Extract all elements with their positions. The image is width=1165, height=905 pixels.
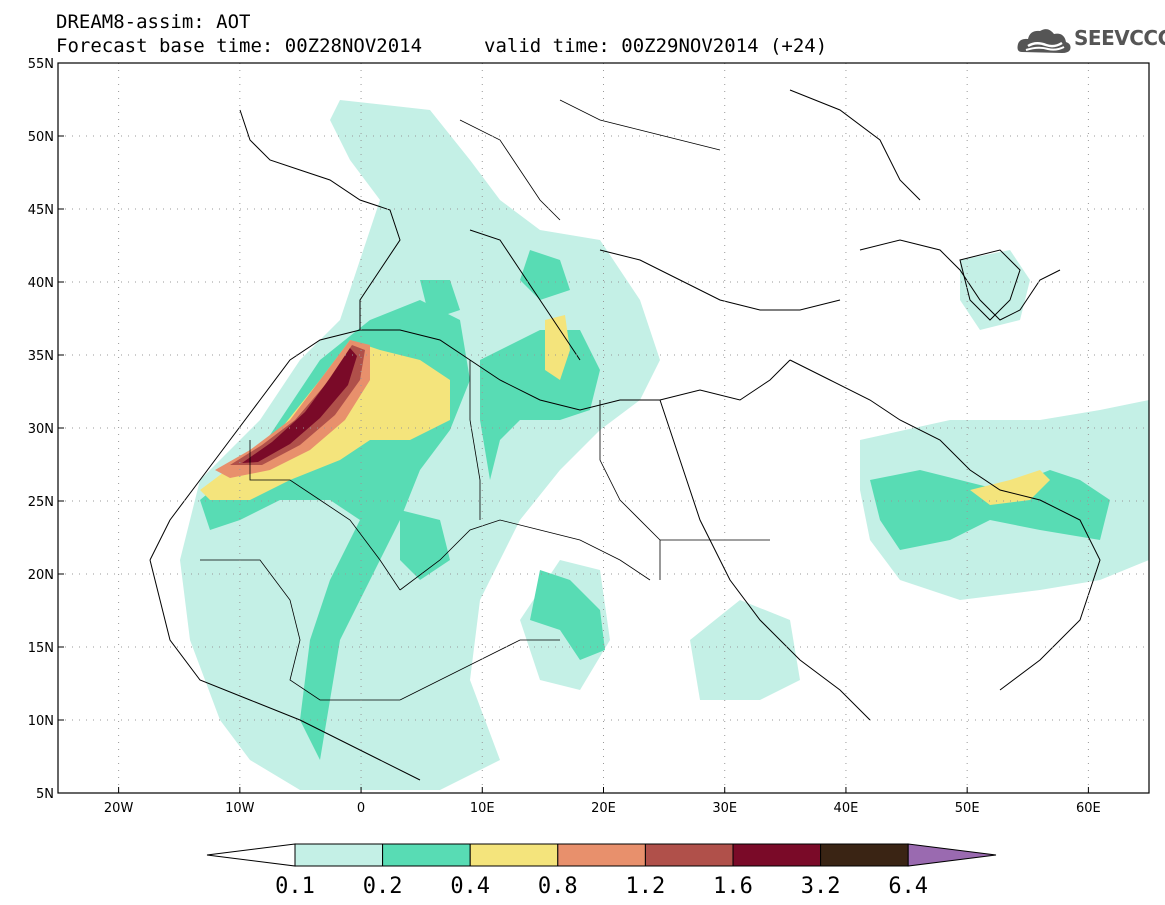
country-borders [200,99,770,701]
longitude-labels: 20W 10W 0 10E 20E 30E 40E 50E 60E [104,801,1101,816]
lat-label: 10N [28,714,54,729]
cloud-icon [1017,29,1071,53]
coastlines [149,89,1101,781]
logo-text: SEEVCCC [1074,26,1165,50]
colorbar-label: 1.2 [626,874,666,899]
colorbar-segment [469,843,559,867]
lat-label: 15N [28,641,54,656]
colorbar-label: 6.4 [888,874,928,899]
lon-label: 60E [1076,801,1101,816]
colorbar-over-triangle [907,843,997,867]
colorbar-under-triangle [206,843,296,867]
lat-label: 25N [28,495,54,510]
map-title: DREAM8-assim: AOT [56,11,251,33]
colorbar-label: 0.8 [538,874,578,899]
lon-label: 10W [225,801,255,816]
colorbar-segment [732,843,822,867]
lat-label: 30N [28,422,54,437]
aot-band-0.8 [215,340,370,478]
colorbar-segment [382,843,471,867]
valid-time: valid time: 00Z29NOV2014 (+24) [484,35,828,57]
forecast-base-time: Forecast base time: 00Z28NOV2014 [56,35,423,57]
lon-label: 20W [104,801,134,816]
lon-label: 0 [357,801,365,816]
graticule [58,63,1149,793]
colorbar-label: 3.2 [801,874,841,899]
lon-label: 20E [591,801,616,816]
colorbar-label: 0.2 [363,874,403,899]
colorbar-segment [557,843,646,867]
lon-label: 40E [834,801,859,816]
lat-label: 20N [28,568,54,583]
colorbar-label: 0.1 [275,874,315,899]
lat-label: 55N [28,57,54,72]
lat-label: 50N [28,130,54,145]
lat-label: 35N [28,349,54,364]
colorbar-label: 1.6 [713,874,753,899]
lat-label: 45N [28,203,54,218]
axis-ticks [58,62,1089,794]
lon-label: 10E [470,801,495,816]
seevccc-logo: SEEVCCC [1016,22,1165,58]
lat-label: 5N [36,787,54,802]
colorbar-segment [820,843,909,867]
colorbar-label: 0.4 [450,874,490,899]
lon-label: 50E [955,801,980,816]
colorbar-segment [294,843,384,867]
colorbar-segment [644,843,734,867]
aot-band-1.6 [242,348,357,463]
lon-label: 30E [712,801,737,816]
latitude-labels: 55N 50N 45N 40N 35N 30N 25N 20N 15N 10N 5N [28,57,54,802]
colorbar: 0.1 0.2 0.4 0.8 1.2 1.6 3.2 6.4 [206,843,997,899]
lat-label: 40N [28,276,54,291]
